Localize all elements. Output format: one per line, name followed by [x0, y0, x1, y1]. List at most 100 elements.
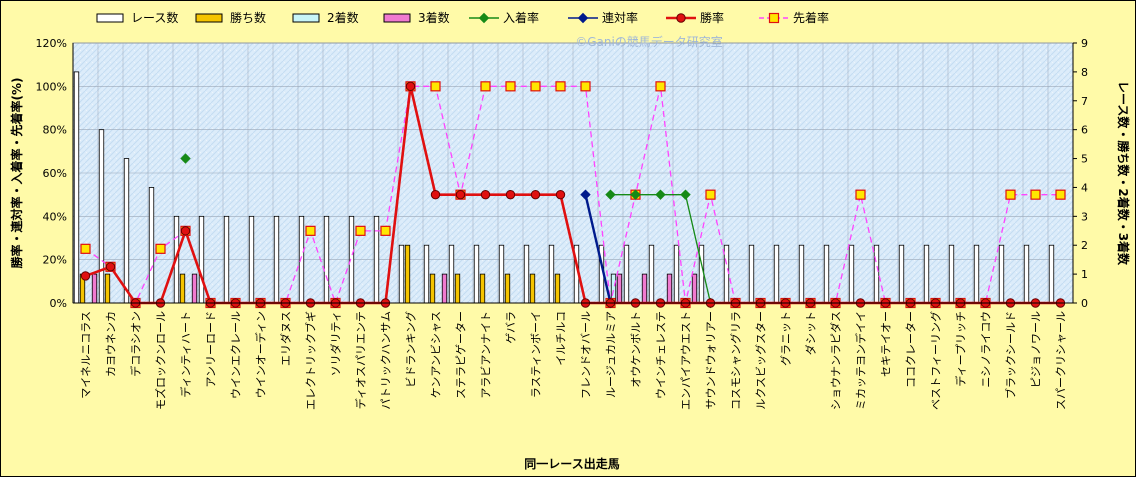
category-label: カヨウネンカ: [105, 311, 118, 377]
category-label: ケンアンビシャス: [430, 311, 443, 398]
point-先着率: [580, 81, 591, 92]
bar-3着数: [666, 273, 673, 304]
category-label: ステラピゲーター: [455, 311, 468, 399]
y-tick-right: 3: [1081, 210, 1088, 223]
bar-3着数: [641, 273, 648, 304]
point-先着率: [355, 225, 366, 236]
watermark: ©Ganiの競馬データ研究室: [575, 34, 723, 49]
bar-レース数: [1048, 244, 1055, 304]
point-勝率: [105, 262, 116, 272]
point-入着率: [180, 153, 191, 164]
bar-3着数: [191, 273, 198, 304]
category-label: ルージュカルミア: [605, 311, 618, 398]
category-label: ピジョノワール: [1030, 311, 1043, 388]
bar-勝ち数: [529, 273, 536, 304]
y-tick-right: 5: [1081, 153, 1088, 166]
category-label: フレンドオバール: [580, 311, 593, 399]
bar-レース数: [73, 71, 80, 304]
point-入着率: [680, 189, 691, 200]
category-label: ディープリッチ: [954, 311, 968, 387]
category-label: グラニット: [779, 311, 793, 366]
bar-レース数: [823, 244, 830, 304]
bar-レース数: [523, 244, 530, 304]
point-先着率: [380, 225, 391, 236]
point-連対率: [577, 12, 589, 24]
bar-勝ち数: [429, 273, 436, 304]
legend-label: 3着数: [418, 10, 450, 25]
category-label: セキテイオー: [880, 311, 893, 377]
category-label: ルクスビッグスター: [754, 311, 768, 410]
bar-レース数: [198, 215, 205, 304]
y-tick-right: 2: [1081, 239, 1088, 252]
category-label: エレクトリックブギ: [304, 311, 318, 410]
bar-勝ち数: [454, 273, 461, 304]
gridlines: [73, 42, 1073, 303]
bar-レース数: [98, 129, 105, 304]
legend-label: 2着数: [327, 10, 359, 25]
y-tick-left: 80%: [43, 124, 67, 137]
y-tick-left: 120%: [36, 37, 67, 50]
legend-label: 入着率: [503, 10, 539, 25]
category-label: イルチルコ: [555, 311, 568, 366]
category-label: ウインエクレール: [230, 311, 243, 399]
category-label: ブラックシールド: [1004, 311, 1018, 399]
point-先着率: [1030, 189, 1041, 200]
bar-3着数: [616, 273, 623, 304]
point-勝率: [180, 226, 191, 236]
bar-レース数: [898, 244, 905, 304]
y-axis-left-label: 勝率・連対率・入着率・先着率(%): [9, 78, 24, 269]
bar-勝ち数: [504, 273, 511, 304]
legend-label: 連対率: [602, 10, 638, 25]
category-label: スパークリシャール: [1055, 311, 1068, 410]
point-先着率: [655, 81, 666, 92]
bar-レース数: [148, 187, 155, 304]
x-axis-label: 同一レース出走馬: [524, 456, 619, 471]
legend-label: 勝率: [700, 10, 724, 25]
category-label: コスモシャングリラ: [729, 311, 743, 410]
category-label: ゲバラ: [505, 311, 518, 344]
bar-レース数: [748, 244, 755, 304]
category-label: パトリックハンサム: [380, 311, 393, 410]
point-入着率: [630, 189, 641, 200]
bar-レース数: [623, 244, 630, 304]
category-label: オウケンボルト: [630, 311, 643, 388]
point-勝率: [505, 189, 516, 200]
category-label: ディオスパリエンテ: [354, 311, 368, 409]
bar-レース数: [398, 244, 405, 304]
y-tick-right: 4: [1081, 181, 1088, 194]
legend-label: レース数: [131, 10, 178, 25]
legend-label: 先着率: [793, 10, 829, 25]
bar-レース数: [473, 244, 480, 304]
y-tick-left: 0%: [50, 297, 67, 310]
y-tick-left: 20%: [43, 254, 67, 267]
bar-レース数: [648, 244, 655, 304]
point-勝率: [430, 189, 441, 200]
bar-レース数: [448, 244, 455, 304]
bar-レース数: [123, 158, 130, 304]
point-先着率: [768, 12, 780, 24]
y-axis-right-label: レース数・勝ち数・2着数・3着数: [1116, 81, 1131, 266]
category-label: ソリダリティ: [329, 311, 343, 376]
point-先着率: [705, 189, 716, 200]
category-label: ダシット: [804, 311, 818, 355]
point-先着率: [505, 81, 516, 92]
category-label: ショウナンラピダス: [829, 311, 843, 410]
category-label: サウンドウォリアー: [705, 311, 718, 409]
point-入着率: [478, 12, 490, 24]
y-tick-right: 6: [1081, 124, 1088, 137]
y-tick-right: 9: [1081, 37, 1088, 50]
bar-レース数: [273, 215, 280, 304]
y-tick-right: 8: [1081, 66, 1088, 79]
bar-3着数: [91, 273, 98, 304]
bar-レース数: [548, 244, 555, 304]
axes: 0% 20% 40% 60% 80% 100% 120% 0 1 2 3 4 5 6 7 8 9 マイネルニコラス…: [36, 37, 1088, 410]
point-先着率: [480, 81, 491, 92]
y-tick-right: 1: [1081, 268, 1088, 281]
point-入着率: [605, 189, 616, 200]
legend-swatch: [195, 13, 223, 23]
bar-レース数: [1023, 244, 1030, 304]
point-勝率: [676, 13, 686, 23]
bar-3着数: [691, 273, 698, 304]
